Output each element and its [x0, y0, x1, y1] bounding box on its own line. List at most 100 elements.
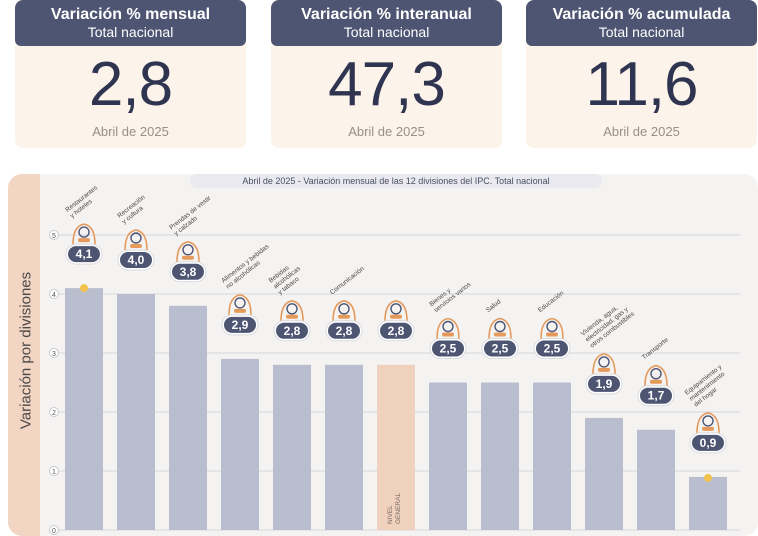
card-subtitle: Total nacional	[343, 24, 430, 40]
category-label: Educación	[537, 290, 566, 314]
education-icon	[540, 317, 564, 339]
value-badge	[224, 316, 256, 333]
y-tick-dot	[49, 230, 59, 240]
bar	[637, 429, 675, 530]
bar	[689, 476, 727, 530]
y-tick-label: 5	[52, 233, 56, 240]
value-badge	[484, 340, 516, 357]
food-icon	[228, 294, 252, 315]
y-tick-label: 2	[52, 410, 56, 417]
bar	[169, 305, 207, 530]
y-tick-label: 1	[52, 469, 56, 476]
recreation-icon	[124, 229, 148, 251]
category-label: Transporte	[641, 336, 670, 361]
health-icon	[488, 317, 512, 339]
card-title: Variación % mensual	[50, 6, 211, 23]
value-label: 2,9	[232, 318, 249, 332]
value-label: 0,9	[700, 436, 717, 450]
y-tick-label: 3	[52, 351, 56, 358]
basket-icon	[384, 299, 408, 321]
card-subtitle: Total nacional	[87, 24, 174, 40]
bar	[273, 364, 311, 530]
card-title: Variación % acumulada	[552, 6, 731, 23]
y-tick-label: 4	[52, 292, 56, 299]
category-label: GENERAL	[395, 493, 402, 524]
card-date: Abril de 2025	[92, 124, 169, 139]
card-header: Variación % interanual Total nacional	[271, 0, 502, 46]
bar	[117, 294, 155, 530]
value-badge	[172, 263, 204, 280]
value-label: 2,8	[388, 324, 405, 338]
scissors-icon	[436, 317, 460, 339]
value-badge	[432, 340, 464, 357]
y-tick-dot	[49, 348, 59, 358]
category-label-group: Vivienda, agua,electricidad, gas yotros …	[580, 305, 637, 350]
marker-dot	[704, 473, 712, 482]
housing-icon	[592, 353, 616, 374]
category-label: Salud	[485, 298, 503, 314]
category-label-group: Salud	[485, 298, 503, 314]
value-badge	[68, 246, 100, 263]
category-label: Alimentos y bebidas	[220, 243, 271, 285]
value-label: 2,5	[440, 342, 457, 356]
value-label: 2,8	[284, 324, 301, 338]
bar	[481, 382, 519, 530]
y-axis-band: Variación por divisiones	[8, 174, 40, 536]
value-badge	[328, 322, 360, 339]
card-monthly: Variación % mensual Total nacional 2,8 A…	[15, 0, 246, 148]
restaurant-icon	[72, 223, 96, 245]
bar	[533, 382, 571, 530]
category-label-group: Transporte	[641, 336, 670, 361]
value-badge	[588, 375, 620, 392]
card-yearly: Variación % interanual Total nacional 47…	[271, 0, 502, 148]
y-tick-dot	[49, 407, 59, 417]
value-badge	[120, 252, 152, 268]
category-label: Comunicación	[329, 265, 366, 296]
bar	[377, 364, 415, 530]
y-tick-dot	[49, 289, 59, 299]
bar	[65, 288, 103, 530]
value-label: 1,9	[596, 377, 613, 391]
bar	[585, 417, 623, 530]
beverages-icon	[280, 299, 304, 321]
value-label: 4,1	[76, 247, 93, 261]
bar	[325, 364, 363, 530]
chart-panel: Variación por divisiones Abril de 2025 -…	[8, 174, 758, 536]
y-tick-dot	[49, 466, 59, 476]
category-label-group: Educación	[537, 290, 566, 314]
phone-icon	[332, 299, 356, 321]
value-badge	[640, 387, 672, 404]
card-title: Variación % interanual	[301, 6, 472, 23]
card-subtitle: Total nacional	[598, 24, 685, 40]
value-label: 1,7	[648, 389, 665, 403]
value-label: 3,8	[180, 265, 197, 279]
card-header: Variación % acumulada Total nacional	[526, 0, 757, 46]
y-tick-dot	[49, 525, 59, 535]
highlight-bar-label: NIVEL GENERAL	[387, 493, 402, 524]
value-badge	[380, 322, 412, 339]
value-label: 2,5	[492, 342, 509, 356]
household-icon	[696, 412, 720, 433]
card-value: 47,3	[328, 50, 446, 119]
value-label: 2,8	[336, 324, 353, 338]
marker-dot	[80, 284, 88, 293]
value-label: 2,5	[544, 342, 561, 356]
category-label-group: Comunicación	[329, 265, 366, 296]
card-header: Variación % mensual Total nacional	[15, 0, 246, 46]
y-tick-label: 0	[52, 528, 56, 535]
chart-title: Abril de 2025 - Variación mensual de las…	[190, 174, 602, 188]
clothing-icon	[176, 240, 200, 262]
value-badge	[692, 434, 724, 451]
card-date: Abril de 2025	[603, 124, 680, 139]
value-label: 4,0	[128, 253, 145, 267]
transport-icon	[644, 364, 668, 386]
value-badge	[536, 340, 568, 357]
bar	[429, 382, 467, 530]
card-accumulated: Variación % acumulada Total nacional 11,…	[526, 0, 757, 148]
